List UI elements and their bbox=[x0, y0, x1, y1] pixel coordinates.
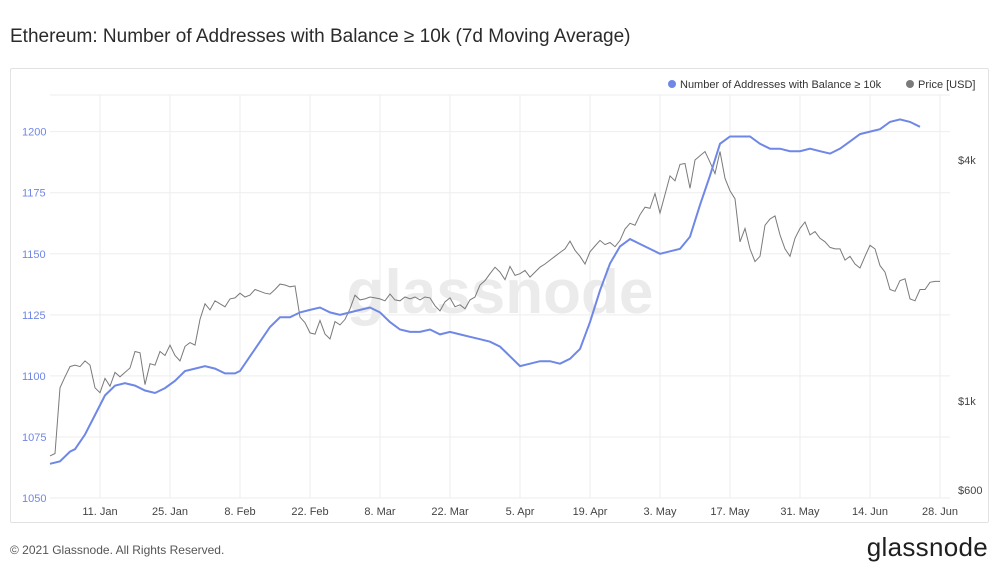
x-tick-label: 8. Mar bbox=[364, 506, 396, 518]
y-left-tick-label: 1175 bbox=[22, 188, 46, 200]
chart-title: Ethereum: Number of Addresses with Balan… bbox=[10, 26, 631, 47]
x-tick-label: 3. May bbox=[643, 506, 677, 518]
axis-ticks: 1050 1075 1100 1125 1150 1175 1200 11. Jan 25. J… bbox=[22, 127, 982, 518]
legend-marker-addresses bbox=[668, 80, 676, 88]
grid-lines bbox=[50, 94, 950, 499]
y-left-tick-label: 1050 bbox=[22, 493, 46, 505]
series-lines bbox=[49, 118, 940, 465]
x-tick-label: 22. Feb bbox=[291, 506, 328, 518]
y-right-tick-label: $1k bbox=[958, 396, 976, 408]
x-tick-label: 14. Jun bbox=[852, 506, 888, 518]
legend-label-price: Price [USD] bbox=[918, 79, 975, 91]
x-tick-label: 11. Jan bbox=[82, 506, 117, 518]
chart-card bbox=[10, 68, 989, 523]
x-tick-label: 31. May bbox=[780, 506, 820, 518]
legend: Number of Addresses with Balance ≥ 10k P… bbox=[668, 79, 975, 91]
y-right-tick-label: $4k bbox=[958, 155, 976, 167]
y-right-tick-label: $600 bbox=[958, 485, 982, 497]
x-tick-label: 28. Jun bbox=[922, 506, 958, 518]
addresses-line bbox=[49, 118, 921, 465]
y-left-tick-label: 1200 bbox=[22, 127, 46, 139]
copyright-footer: © 2021 Glassnode. All Rights Reserved. bbox=[10, 543, 225, 557]
y-left-tick-label: 1100 bbox=[22, 371, 46, 383]
legend-marker-price bbox=[906, 80, 914, 88]
x-tick-label: 17. May bbox=[710, 506, 750, 518]
price-line bbox=[49, 150, 940, 457]
x-tick-label: 22. Mar bbox=[431, 506, 469, 518]
x-tick-label: 25. Jan bbox=[152, 506, 188, 518]
x-tick-label: 8. Feb bbox=[224, 506, 255, 518]
x-tick-label: 5. Apr bbox=[506, 506, 535, 518]
x-tick-label: 19. Apr bbox=[573, 506, 608, 518]
y-left-tick-label: 1075 bbox=[22, 432, 46, 444]
y-left-tick-label: 1125 bbox=[22, 310, 46, 322]
glassnode-logo: glassnode bbox=[866, 532, 988, 562]
y-left-tick-label: 1150 bbox=[22, 249, 46, 261]
legend-label-addresses: Number of Addresses with Balance ≥ 10k bbox=[680, 79, 882, 91]
watermark-logo: glassnode bbox=[347, 258, 654, 327]
